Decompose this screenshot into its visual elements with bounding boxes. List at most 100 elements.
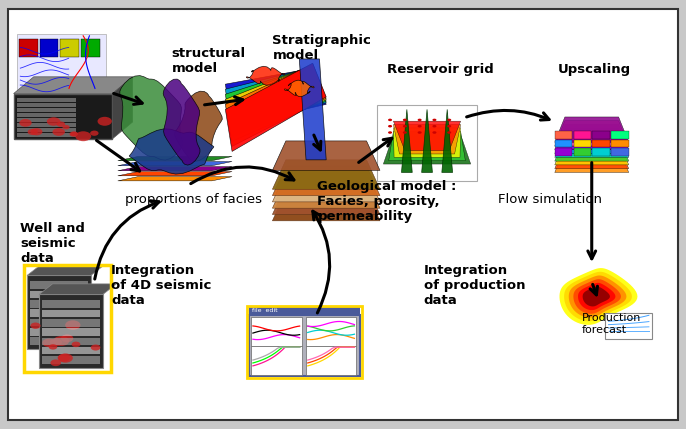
Polygon shape (120, 76, 183, 160)
Text: Stratigraphic
model: Stratigraphic model (272, 34, 371, 63)
Circle shape (47, 117, 60, 126)
Circle shape (71, 132, 78, 136)
Bar (251, 317, 302, 346)
Circle shape (30, 323, 40, 329)
Bar (43, 310, 99, 317)
Polygon shape (555, 140, 629, 165)
Bar (14, 94, 113, 139)
Bar (17, 98, 76, 102)
Circle shape (418, 125, 422, 127)
Circle shape (447, 131, 451, 134)
Polygon shape (555, 128, 629, 154)
Circle shape (388, 125, 392, 127)
Circle shape (75, 131, 91, 141)
Polygon shape (394, 128, 461, 157)
Bar (17, 113, 76, 117)
Polygon shape (113, 77, 132, 139)
Polygon shape (174, 91, 222, 161)
Circle shape (43, 338, 56, 347)
Bar (30, 281, 88, 289)
Polygon shape (272, 179, 380, 208)
Text: Geological model :
Facies, porosity,
permeability: Geological model : Facies, porosity, per… (318, 180, 457, 224)
Polygon shape (401, 109, 412, 172)
Polygon shape (225, 64, 327, 146)
Text: Integration
of 4D seismic
data: Integration of 4D seismic data (111, 264, 211, 308)
Polygon shape (285, 80, 314, 97)
Bar (611, 140, 628, 147)
Polygon shape (39, 284, 117, 294)
Polygon shape (163, 79, 200, 165)
Polygon shape (573, 279, 621, 314)
Polygon shape (225, 66, 327, 136)
Bar (39, 294, 103, 368)
Polygon shape (225, 65, 327, 141)
Bar (306, 346, 357, 375)
Bar (249, 307, 359, 315)
Polygon shape (14, 77, 132, 94)
Circle shape (19, 119, 32, 127)
Circle shape (58, 354, 70, 362)
Bar (573, 148, 591, 156)
Polygon shape (422, 109, 432, 172)
Text: Flow simulation: Flow simulation (497, 193, 602, 206)
Circle shape (403, 131, 407, 134)
Bar (377, 105, 477, 181)
Polygon shape (225, 68, 327, 126)
Bar (17, 133, 76, 136)
Circle shape (403, 125, 407, 127)
Bar (555, 131, 572, 139)
Bar (555, 148, 572, 156)
Bar (30, 328, 88, 335)
Polygon shape (272, 160, 380, 189)
Bar (43, 347, 99, 354)
Bar (30, 319, 88, 326)
Circle shape (91, 344, 100, 350)
Bar (611, 131, 628, 139)
Circle shape (50, 338, 62, 346)
Polygon shape (118, 157, 232, 161)
Polygon shape (118, 162, 232, 166)
Bar (17, 103, 76, 107)
Bar (43, 356, 99, 364)
Polygon shape (555, 147, 629, 172)
Text: Production
forecast: Production forecast (582, 313, 641, 335)
Text: proportions of facies: proportions of facies (124, 193, 261, 206)
Polygon shape (272, 172, 380, 202)
Polygon shape (225, 67, 327, 131)
Polygon shape (118, 166, 232, 171)
Bar (17, 108, 76, 112)
Circle shape (27, 129, 38, 135)
Bar (247, 306, 362, 378)
Polygon shape (272, 166, 380, 196)
Bar (60, 39, 79, 57)
Polygon shape (118, 177, 232, 181)
Bar (555, 140, 572, 147)
Circle shape (50, 360, 61, 366)
Polygon shape (555, 121, 629, 146)
Bar (605, 313, 652, 338)
Polygon shape (560, 268, 637, 325)
Text: Reservoir grid: Reservoir grid (387, 63, 493, 76)
Bar (251, 346, 302, 375)
Polygon shape (564, 272, 632, 321)
Text: Upscaling: Upscaling (558, 63, 631, 76)
Circle shape (53, 128, 65, 136)
Circle shape (418, 119, 422, 121)
Polygon shape (394, 124, 461, 154)
Bar (30, 300, 88, 308)
Polygon shape (555, 136, 629, 161)
Bar (43, 300, 99, 308)
Circle shape (418, 131, 422, 134)
Bar (17, 127, 76, 132)
Bar (81, 39, 99, 57)
Polygon shape (582, 287, 610, 306)
Polygon shape (272, 141, 380, 170)
Bar (40, 39, 58, 57)
Bar (593, 131, 610, 139)
Bar (573, 140, 591, 147)
Bar (19, 39, 38, 57)
Bar (43, 338, 99, 345)
Circle shape (447, 119, 451, 121)
Circle shape (31, 128, 43, 136)
Bar (30, 291, 88, 298)
